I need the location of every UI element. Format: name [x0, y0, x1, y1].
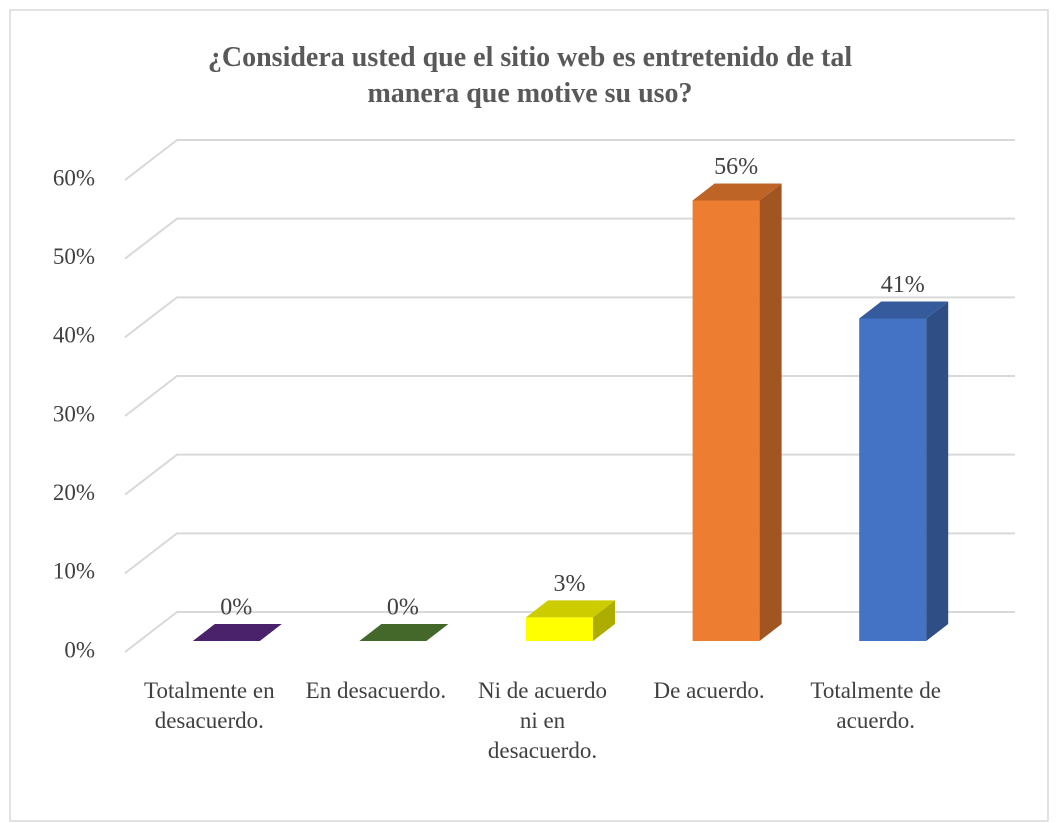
value-label: 41% [881, 272, 925, 298]
value-label: 56% [714, 154, 758, 180]
bar-side [759, 183, 782, 641]
y-tick-label: 40% [53, 323, 95, 348]
y-tick-label: 50% [53, 244, 95, 269]
bar [192, 624, 282, 641]
y-tick-label: 60% [53, 165, 95, 190]
bar [692, 183, 782, 641]
y-tick-label: 30% [53, 401, 95, 426]
bar-side [593, 600, 615, 641]
value-label: 0% [220, 595, 252, 621]
bar-top [359, 624, 449, 641]
bar [859, 301, 949, 641]
bar-top [692, 183, 782, 201]
x-tick-label: De acuerdo. [653, 678, 765, 703]
bar-top [192, 624, 282, 641]
bar-front [692, 200, 760, 641]
bar-top [859, 301, 949, 319]
y-tick-label: 10% [53, 559, 95, 584]
bar [526, 600, 615, 641]
bar-front [859, 318, 927, 641]
chart-border [9, 9, 1049, 822]
y-tick-label: 20% [53, 480, 95, 505]
x-tick-label: Totalmente de acuerdo. [810, 678, 941, 733]
grid-line [124, 217, 1015, 260]
bar-top [526, 600, 615, 618]
x-tick-label: Totalmente en desacuerdo. [144, 678, 275, 733]
value-label: 3% [554, 571, 586, 597]
x-tick-label: Ni de acuerdo ni en desacuerdo. [478, 678, 607, 763]
chart-title: ¿Considera usted que el sitio web es ent… [207, 42, 853, 109]
y-tick-label: 0% [64, 637, 95, 662]
grid-line [124, 139, 1015, 181]
bar [359, 624, 449, 641]
x-tick-label: En desacuerdo. [305, 678, 447, 703]
value-label: 0% [387, 595, 419, 621]
bar-side [926, 301, 949, 641]
bar-front [526, 617, 593, 641]
